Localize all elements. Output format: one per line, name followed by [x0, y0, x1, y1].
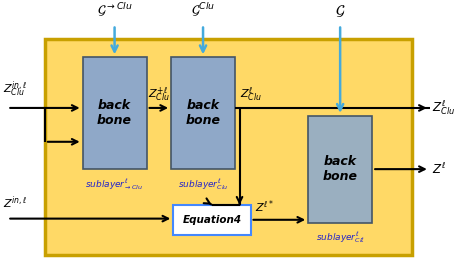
- Text: $Z_{Clu}^{\ell}$: $Z_{Clu}^{\ell}$: [432, 99, 455, 117]
- Text: Equation4: Equation4: [182, 215, 241, 225]
- Bar: [308, 116, 372, 222]
- Text: $Z^{\ell*}$: $Z^{\ell*}$: [255, 198, 274, 215]
- Text: $sublayer_{\rightarrow Clu}^{\ell}$: $sublayer_{\rightarrow Clu}^{\ell}$: [86, 177, 144, 192]
- Text: $Z_{Clu}^{in,\ell}$: $Z_{Clu}^{in,\ell}$: [3, 80, 27, 100]
- Bar: [82, 57, 147, 169]
- Bar: [171, 57, 235, 169]
- Text: $\mathcal{G}^{Clu}$: $\mathcal{G}^{Clu}$: [191, 2, 215, 19]
- Text: $sublayer_{Clu}^{\ell}$: $sublayer_{Clu}^{\ell}$: [178, 177, 229, 192]
- Text: $\mathcal{G}^{\rightarrow Clu}$: $\mathcal{G}^{\rightarrow Clu}$: [97, 2, 132, 19]
- Text: back
bone: back bone: [97, 99, 132, 127]
- Text: $Z^{in,\ell}$: $Z^{in,\ell}$: [3, 194, 27, 211]
- Text: $sublayer_{Cl\ell}^{\ell}$: $sublayer_{Cl\ell}^{\ell}$: [316, 230, 365, 245]
- Bar: [45, 39, 412, 255]
- Text: $Z_{Clu}^{+\ell}$: $Z_{Clu}^{+\ell}$: [148, 85, 170, 103]
- Text: back
bone: back bone: [322, 155, 358, 183]
- Text: $\mathcal{G}$: $\mathcal{G}$: [335, 3, 345, 19]
- Text: back
bone: back bone: [185, 99, 221, 127]
- Text: $Z^{\ell}$: $Z^{\ell}$: [432, 162, 446, 177]
- Text: $Z_{Clu}^{\ell}$: $Z_{Clu}^{\ell}$: [240, 85, 262, 103]
- Bar: [173, 205, 251, 235]
